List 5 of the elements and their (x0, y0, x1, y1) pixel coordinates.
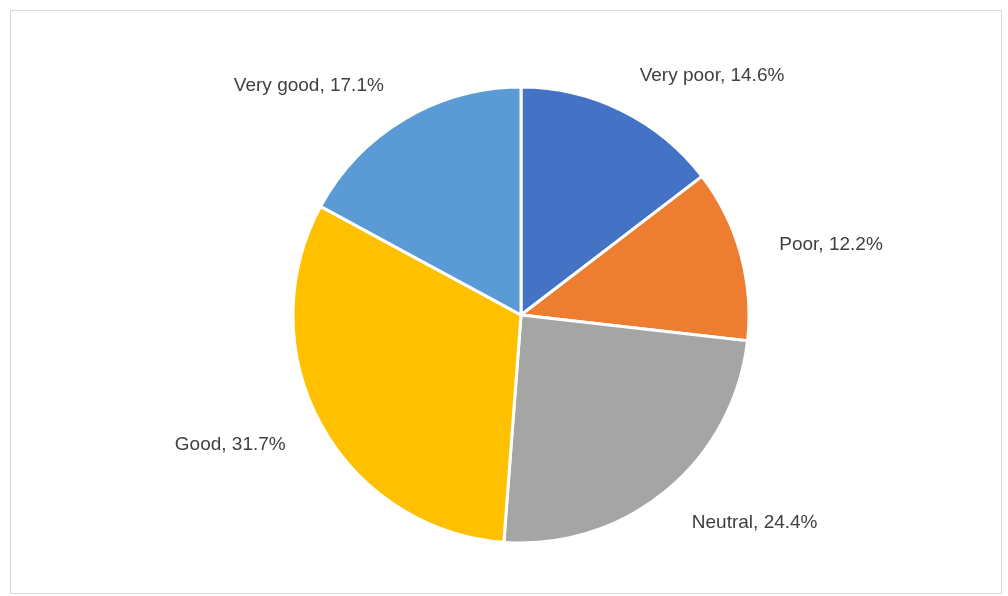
slice-label: Neutral, 24.4% (691, 511, 818, 532)
slice-label: Poor, 12.2% (779, 232, 883, 254)
slice-label: Very good, 17.1% (233, 74, 384, 96)
slice-label: Very poor, 14.6% (639, 64, 785, 86)
slice-label: Good, 31.7% (174, 432, 286, 454)
